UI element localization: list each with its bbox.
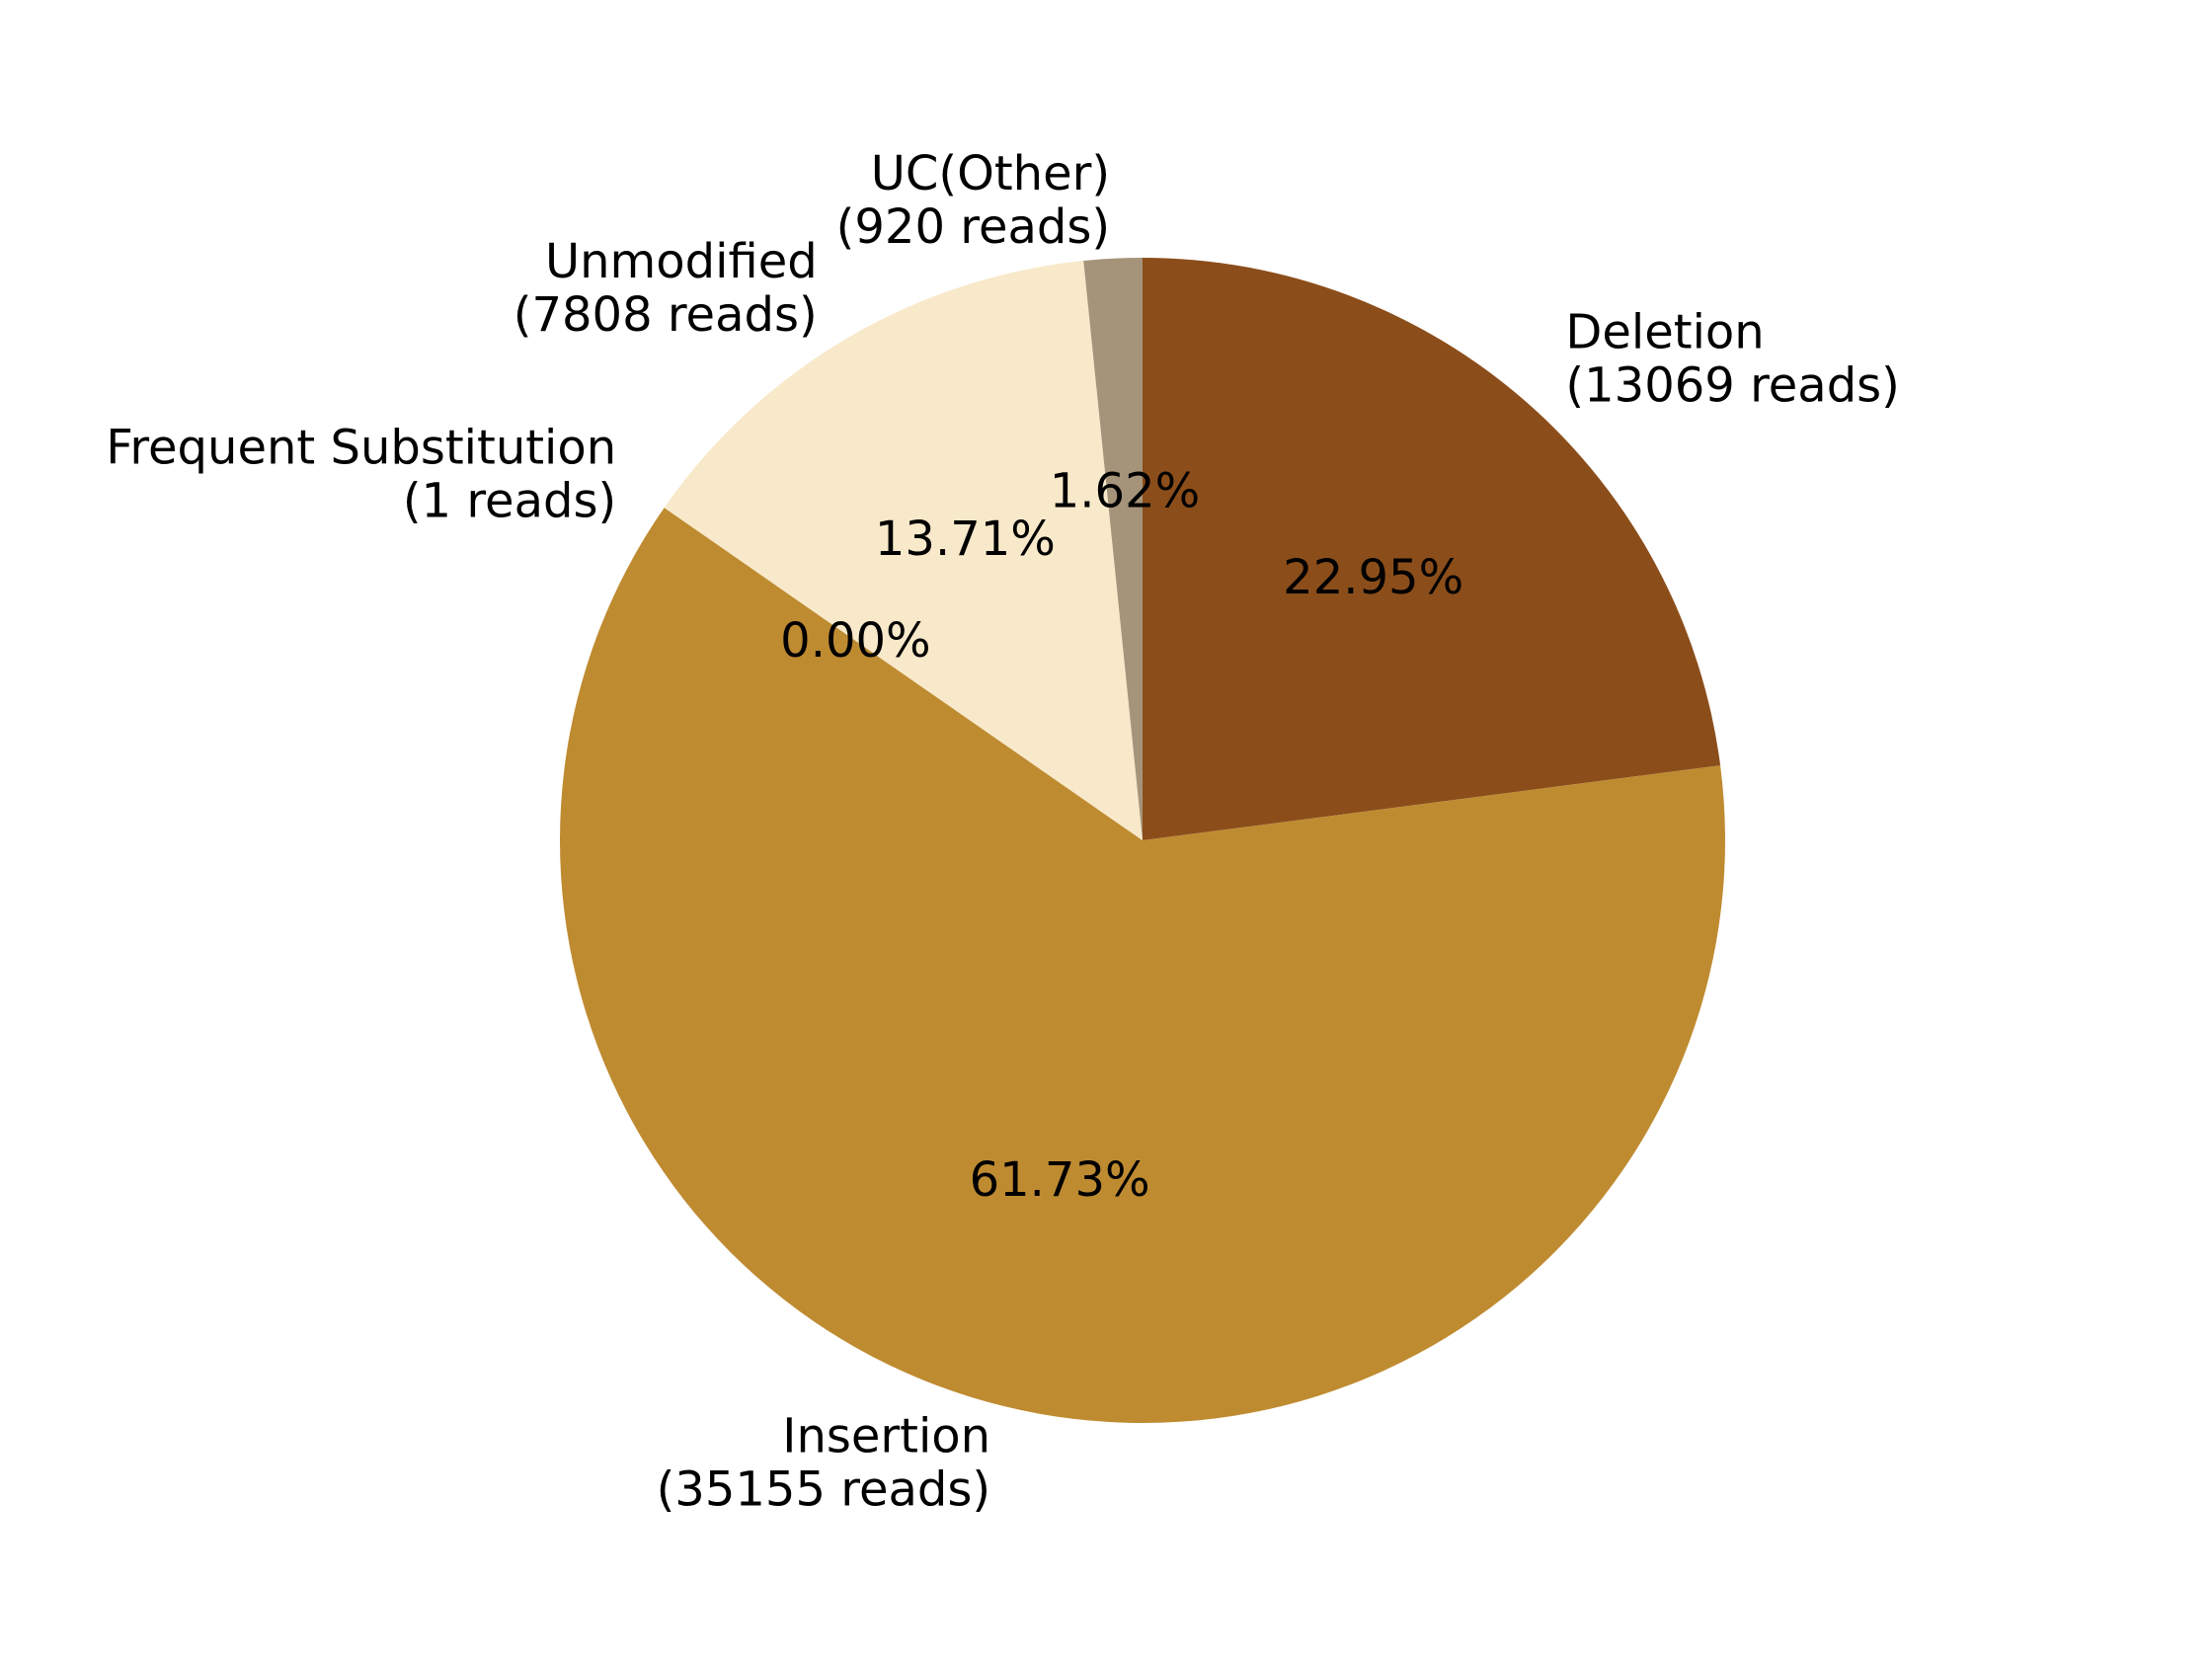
- percent-label-unmodified: 13.71%: [875, 512, 1056, 567]
- category-name: UC(Other): [871, 146, 1110, 201]
- category-reads: (1 reads): [403, 473, 616, 528]
- category-name: Deletion: [1565, 305, 1764, 360]
- pie-slice-insertion: [560, 508, 1726, 1423]
- category-label-unmodified: Unmodified (7808 reads): [514, 234, 818, 343]
- category-label-frequent-substitution: Frequent Substitution (1 reads): [106, 420, 616, 528]
- pie-slice-frequent-substitution: [664, 508, 1143, 840]
- category-name: Frequent Substitution: [106, 420, 616, 475]
- category-reads: (7808 reads): [514, 287, 818, 343]
- percent-label-frequent-substitution: 0.00%: [780, 613, 930, 669]
- percent-label-deletion: 22.95%: [1283, 550, 1463, 605]
- percent-labels-layer: 22.95% 61.73% 0.00% 13.71%1.62%: [780, 464, 1463, 1208]
- category-name: Insertion: [782, 1409, 990, 1464]
- category-labels-layer: Deletion (13069 reads) Insertion (35155 rea…: [106, 146, 1900, 1518]
- percent-label-uc-other: 1.62%: [1050, 464, 1200, 519]
- category-reads: (13069 reads): [1565, 358, 1900, 414]
- category-label-uc-other: UC(Other) (920 reads): [836, 146, 1110, 255]
- category-label-deletion: Deletion (13069 reads): [1565, 305, 1900, 414]
- pie-slice-unmodified: [664, 261, 1143, 840]
- percent-label-insertion: 61.73%: [970, 1152, 1150, 1208]
- pie-slice-deletion: [1143, 258, 1721, 840]
- pie-slice-uc-other: [1083, 258, 1143, 840]
- category-name: Unmodified: [545, 234, 818, 289]
- category-reads: (35155 reads): [657, 1462, 991, 1518]
- category-label-insertion: Insertion (35155 reads): [657, 1409, 991, 1518]
- slices-layer: [560, 258, 1726, 1423]
- category-reads: (920 reads): [836, 199, 1110, 255]
